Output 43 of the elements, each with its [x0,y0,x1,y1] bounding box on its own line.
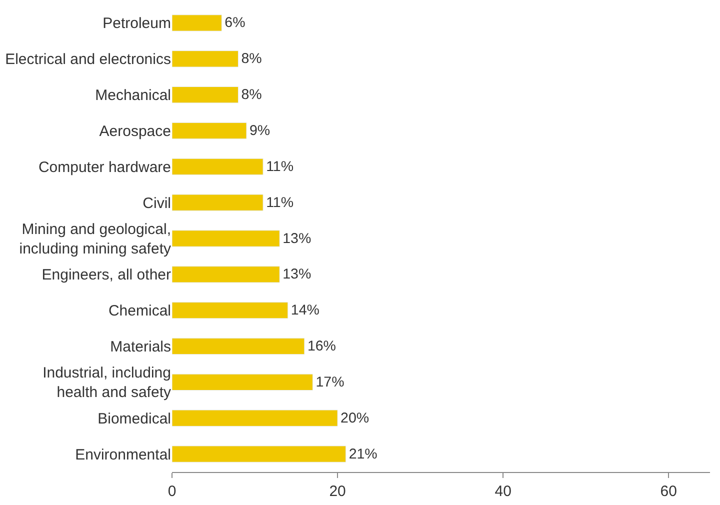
x-tick-label: 20 [329,483,346,500]
data-label: 11% [266,194,294,211]
y-tick-label: Mechanical [95,87,171,104]
bar [172,410,338,426]
data-label: 8% [241,51,262,68]
bar [172,50,238,68]
data-label: 16% [307,338,336,355]
data-label: 9% [249,123,270,140]
y-tick-label: Civil [142,194,171,212]
data-label: 20% [340,410,370,426]
data-label: 14% [290,302,320,319]
bar [172,266,280,283]
y-tick-label: Chemical [108,302,171,320]
bar [172,446,346,462]
bar [172,374,313,391]
y-tick-label: Computer hardware [38,158,171,176]
x-tick-label: 40 [494,483,512,500]
x-tick-label: 60 [660,483,677,500]
bar [172,194,264,211]
bar [172,86,238,104]
bar [172,158,264,175]
y-tick-label: Mining and geological, including mining safety [19,221,172,258]
data-label: 8% [241,87,262,104]
y-tick-label: Electrical and electronics [5,51,171,68]
data-label: 13% [282,230,312,247]
data-label: 6% [224,15,246,32]
data-label: 17% [316,374,345,390]
data-label: 13% [282,266,312,283]
data-label: 11% [266,158,294,175]
bar [172,302,288,319]
bar [172,122,247,140]
y-tick-label: Biomedical [98,410,171,428]
y-tick-label: Aerospace [99,122,171,140]
bar [172,338,305,355]
y-tick-label: Industrial, including health and safety [42,364,172,402]
bar [172,14,222,32]
y-tick-label: Engineers, all other [42,266,171,284]
x-tick-label: 0 [168,483,176,500]
y-tick-label: Materials [110,338,171,356]
data-label: 21% [348,446,378,462]
y-tick-label: Environmental [75,446,171,464]
y-tick-label: Petroleum [102,15,171,32]
bar [172,230,280,247]
